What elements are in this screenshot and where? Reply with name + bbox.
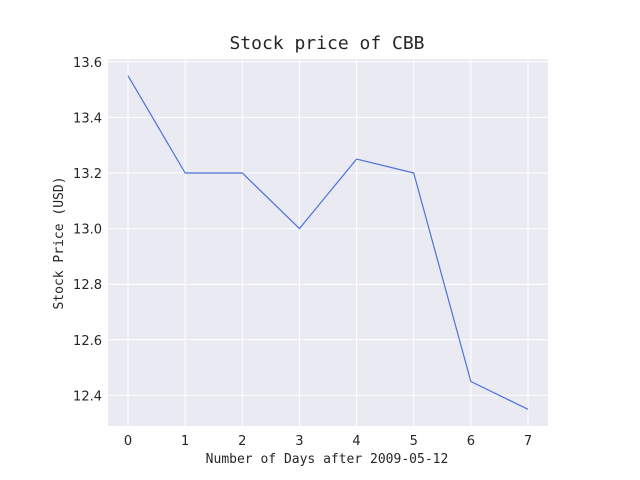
- x-tick-label: 0: [124, 434, 132, 449]
- y-tick-label: 13.6: [73, 56, 102, 71]
- y-tick-label: 13.0: [73, 223, 102, 238]
- y-tick-label: 13.4: [73, 111, 102, 126]
- series-layer: [127, 75, 529, 410]
- y-tick-label: 13.2: [73, 167, 102, 182]
- plot-area: [108, 59, 548, 426]
- series-line: [127, 75, 529, 410]
- y-tick-label: 12.8: [73, 278, 102, 293]
- chart-title: Stock price of CBB: [229, 33, 424, 54]
- y-tick-label: 12.6: [73, 334, 102, 349]
- x-axis-label: Number of Days after 2009-05-12: [206, 452, 449, 467]
- grid: [108, 59, 548, 426]
- x-tick-label: 3: [295, 434, 303, 449]
- x-tick-label: 5: [410, 434, 418, 449]
- x-tick-label: 2: [238, 434, 246, 449]
- x-tick-label: 6: [467, 434, 475, 449]
- x-tick-label: 1: [181, 434, 189, 449]
- x-tick-label: 4: [352, 434, 360, 449]
- x-tick-label: 7: [524, 434, 532, 449]
- x-axis-ticks: 0 1 2 3 4 5 6 7: [124, 434, 532, 449]
- y-axis-ticks: 12.4 12.6 12.8 13.0 13.2 13.4 13.6: [73, 56, 102, 405]
- y-tick-label: 12.4: [73, 389, 102, 404]
- y-axis-label: Stock Price (USD): [52, 176, 67, 309]
